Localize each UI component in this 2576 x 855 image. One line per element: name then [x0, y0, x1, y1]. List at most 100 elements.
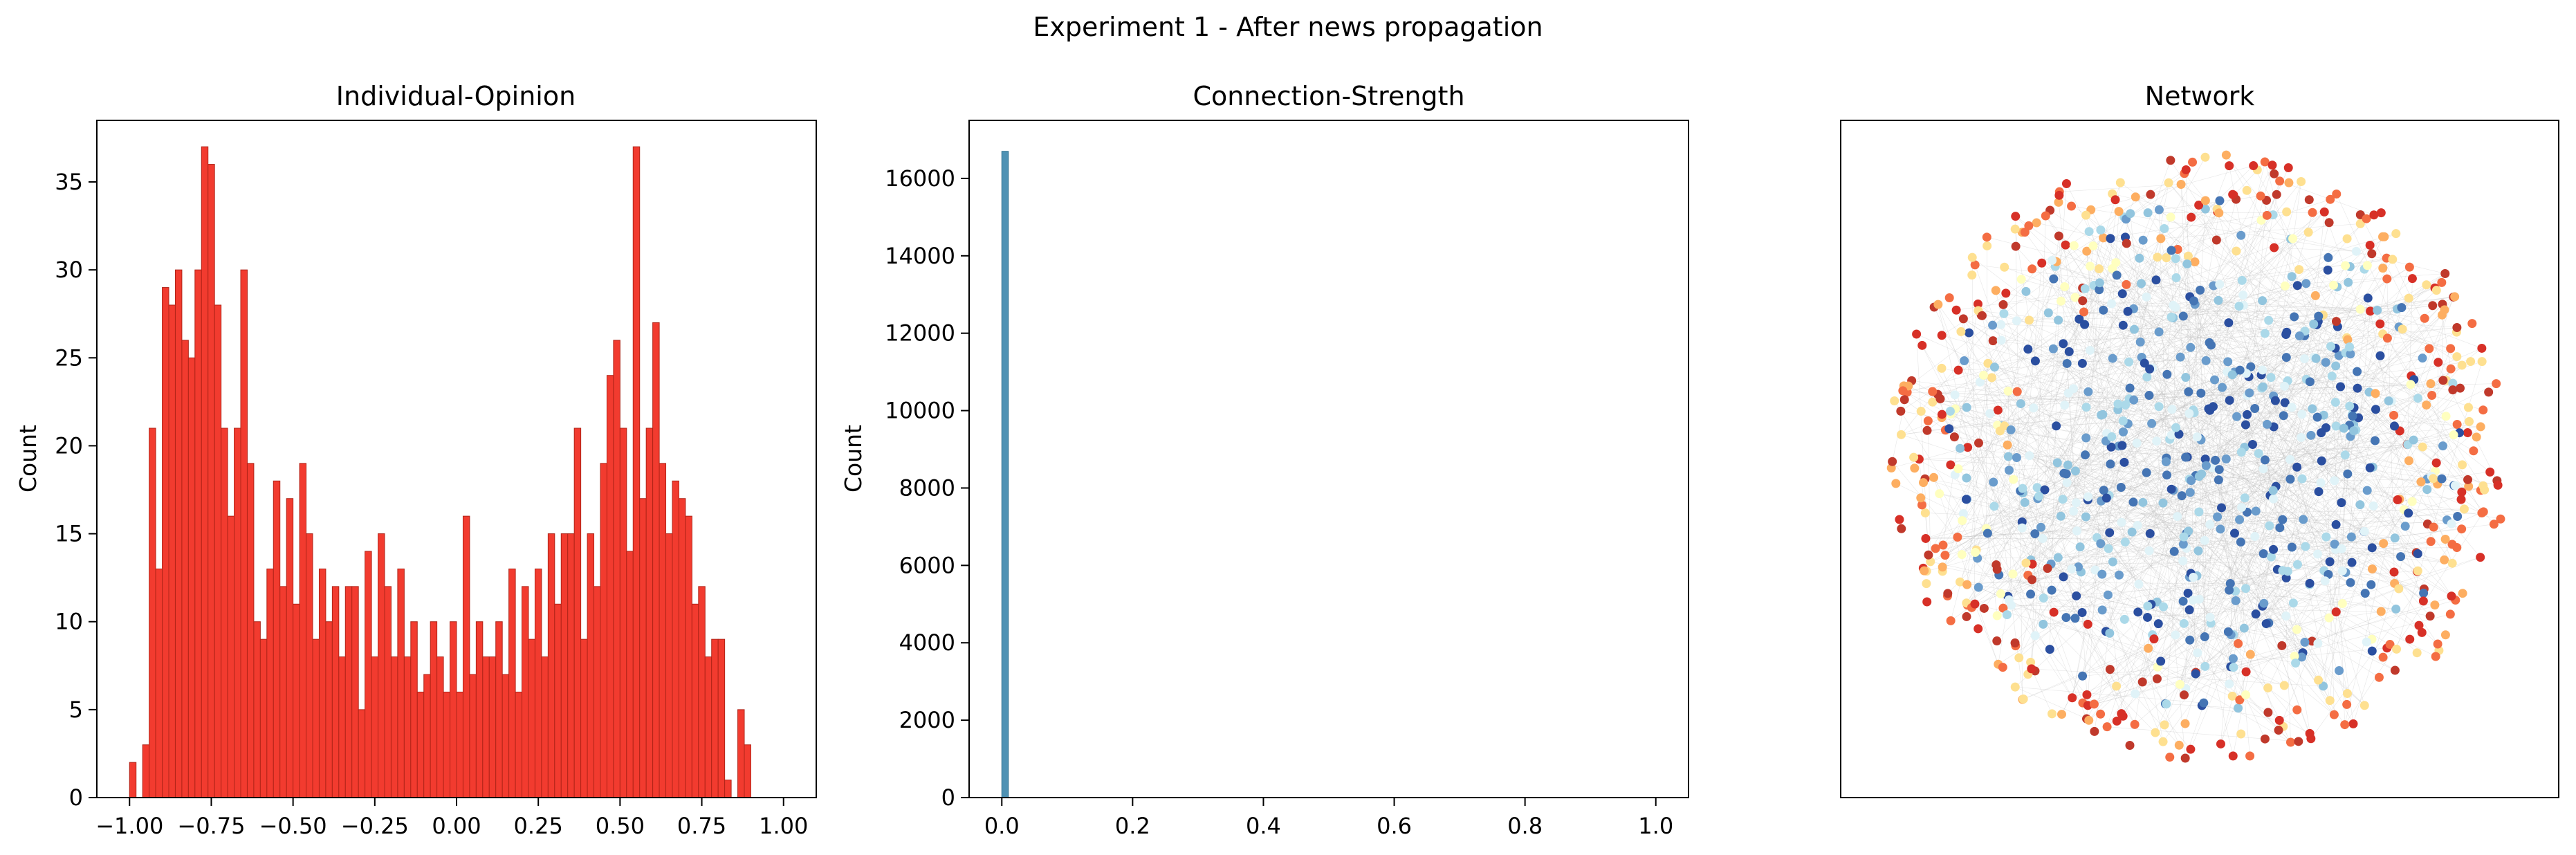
network-edge	[2056, 157, 2206, 426]
network-node	[2428, 301, 2438, 311]
network-node	[2122, 239, 2131, 248]
network-node	[2084, 227, 2094, 237]
network-node	[1898, 386, 1908, 396]
network-edge	[2126, 243, 2172, 435]
network-edge	[2229, 357, 2287, 401]
network-node	[2187, 212, 2196, 222]
network-node	[2142, 372, 2152, 382]
network-edge	[2267, 424, 2347, 705]
network-edge	[1908, 385, 2283, 571]
network-node	[2183, 251, 2193, 261]
histogram-bar	[234, 428, 241, 798]
network-node	[2450, 292, 2460, 302]
network-edge	[1958, 280, 2243, 469]
network-node	[2061, 240, 2070, 250]
network-node	[2278, 515, 2288, 524]
network-node	[1958, 516, 1967, 526]
network-edge	[2317, 478, 2442, 555]
network-node	[2384, 396, 2393, 406]
network-edge	[2353, 424, 2443, 446]
y-tick-label: 12000	[885, 320, 955, 347]
network-edge	[2321, 461, 2365, 532]
network-edge	[2186, 432, 2321, 549]
network-edge	[1994, 506, 2184, 695]
network-node	[2225, 161, 2234, 171]
network-node	[2178, 556, 2188, 566]
network-node	[2166, 484, 2176, 494]
network-node	[1922, 579, 1931, 589]
network-node	[2251, 609, 2261, 619]
network-node	[2081, 403, 2091, 412]
network-node	[2260, 734, 2270, 744]
network-node	[2099, 305, 2108, 315]
network-node	[2391, 229, 2401, 239]
network-edge	[2209, 315, 2442, 525]
network-node	[2448, 378, 2458, 388]
network-node	[2175, 679, 2184, 689]
network-node	[2182, 259, 2192, 269]
network-edge	[2061, 300, 2398, 310]
network-edge	[2092, 246, 2206, 459]
network-node	[1899, 395, 1909, 405]
network-node	[2374, 672, 2384, 682]
network-node	[2379, 539, 2389, 549]
network-node	[2463, 475, 2473, 484]
network-node	[2281, 612, 2291, 621]
network-node	[2130, 719, 2140, 729]
network-edge	[2329, 474, 2348, 701]
histogram-bar	[162, 287, 169, 798]
y-tick-label: 25	[55, 344, 83, 371]
network-edge	[1966, 477, 2059, 558]
network-edge	[1938, 304, 2176, 636]
network-edge	[1963, 318, 2348, 475]
histogram-bar	[508, 568, 516, 798]
network-node	[2081, 512, 2090, 522]
network-node	[2021, 286, 2031, 296]
histogram-bar	[482, 656, 490, 798]
network-edge	[2184, 282, 2348, 759]
network-edge	[2303, 327, 2338, 520]
network-edge	[2391, 401, 2494, 524]
network-node	[2030, 631, 2040, 641]
network-edge	[2121, 487, 2247, 513]
histogram-bar	[587, 533, 595, 798]
network-edge	[1932, 255, 2189, 403]
histogram-bar	[351, 586, 359, 798]
network-node	[2262, 419, 2272, 429]
network-node	[2456, 383, 2465, 393]
network-edge	[2387, 338, 2485, 490]
network-node	[2123, 306, 2133, 316]
network-node	[2312, 549, 2322, 559]
network-node	[2017, 523, 2027, 533]
network-node	[1989, 477, 1998, 487]
histogram-bar	[155, 568, 163, 798]
network-node	[2024, 315, 2034, 325]
network-node	[2324, 252, 2333, 262]
network-edge	[1984, 376, 2148, 609]
network-node	[2079, 307, 2089, 317]
network-edge	[2139, 258, 2474, 452]
histogram-bar	[318, 568, 326, 798]
network-edge	[2304, 335, 2418, 572]
network-node	[2143, 612, 2153, 622]
histogram-bar	[645, 428, 654, 798]
network-node	[2452, 352, 2462, 362]
network-node	[2250, 404, 2260, 414]
network-edge	[2142, 409, 2376, 683]
network-node	[2330, 540, 2339, 549]
network-node	[2440, 305, 2449, 315]
network-edge	[2055, 266, 2423, 358]
network-node	[2294, 265, 2304, 275]
network-edge	[2018, 290, 2437, 659]
network-node	[2438, 376, 2448, 385]
network-node	[2059, 339, 2068, 349]
network-node	[2039, 594, 2048, 603]
network-node	[2156, 234, 2166, 243]
network-node	[2162, 369, 2172, 379]
histogram-bar	[672, 480, 679, 798]
network-node	[1971, 548, 1980, 558]
network-node	[2390, 533, 2400, 543]
network-edge	[2160, 258, 2387, 662]
network-edge	[1901, 263, 2042, 435]
network-edge	[2101, 457, 2188, 575]
